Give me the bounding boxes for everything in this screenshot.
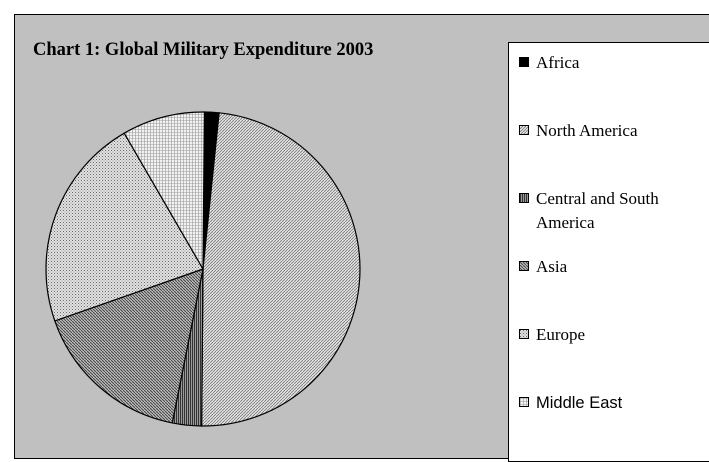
legend-swatch-central-and-south-america — [519, 193, 529, 203]
legend-item-europe: Europe — [519, 323, 706, 347]
legend-item-central-and-south-america: Central and South America — [519, 187, 706, 235]
chart-title: Chart 1: Global Military Expenditure 200… — [33, 40, 374, 60]
legend-label: Asia — [536, 257, 568, 276]
pie-slice-north-america — [201, 112, 361, 427]
legend-swatch-africa — [519, 57, 529, 67]
pie-slice-middle-east — [123, 111, 205, 272]
legend-swatch-europe — [519, 329, 529, 339]
legend-swatch-north-america — [519, 125, 529, 135]
legend: Africa North America Central and South Ame… — [508, 42, 709, 462]
legend-label: Europe — [536, 325, 586, 344]
legend-item-asia: Asia — [519, 255, 706, 279]
legend-item-middle-east: Middle East — [519, 391, 706, 415]
pie-slice-europe — [45, 132, 204, 322]
legend-swatch-middle-east — [519, 397, 529, 407]
legend-item-north-america: North America — [519, 119, 706, 143]
legend-label: North America — [536, 121, 638, 140]
legend-swatch-asia — [519, 261, 529, 271]
legend-item-africa: Africa — [519, 51, 706, 75]
pie-slices — [45, 111, 361, 427]
legend-label: Middle East — [536, 394, 623, 412]
legend-label: Africa — [536, 53, 580, 72]
pie-slice-asia — [54, 268, 204, 424]
legend-label: Central and South America — [536, 189, 659, 232]
